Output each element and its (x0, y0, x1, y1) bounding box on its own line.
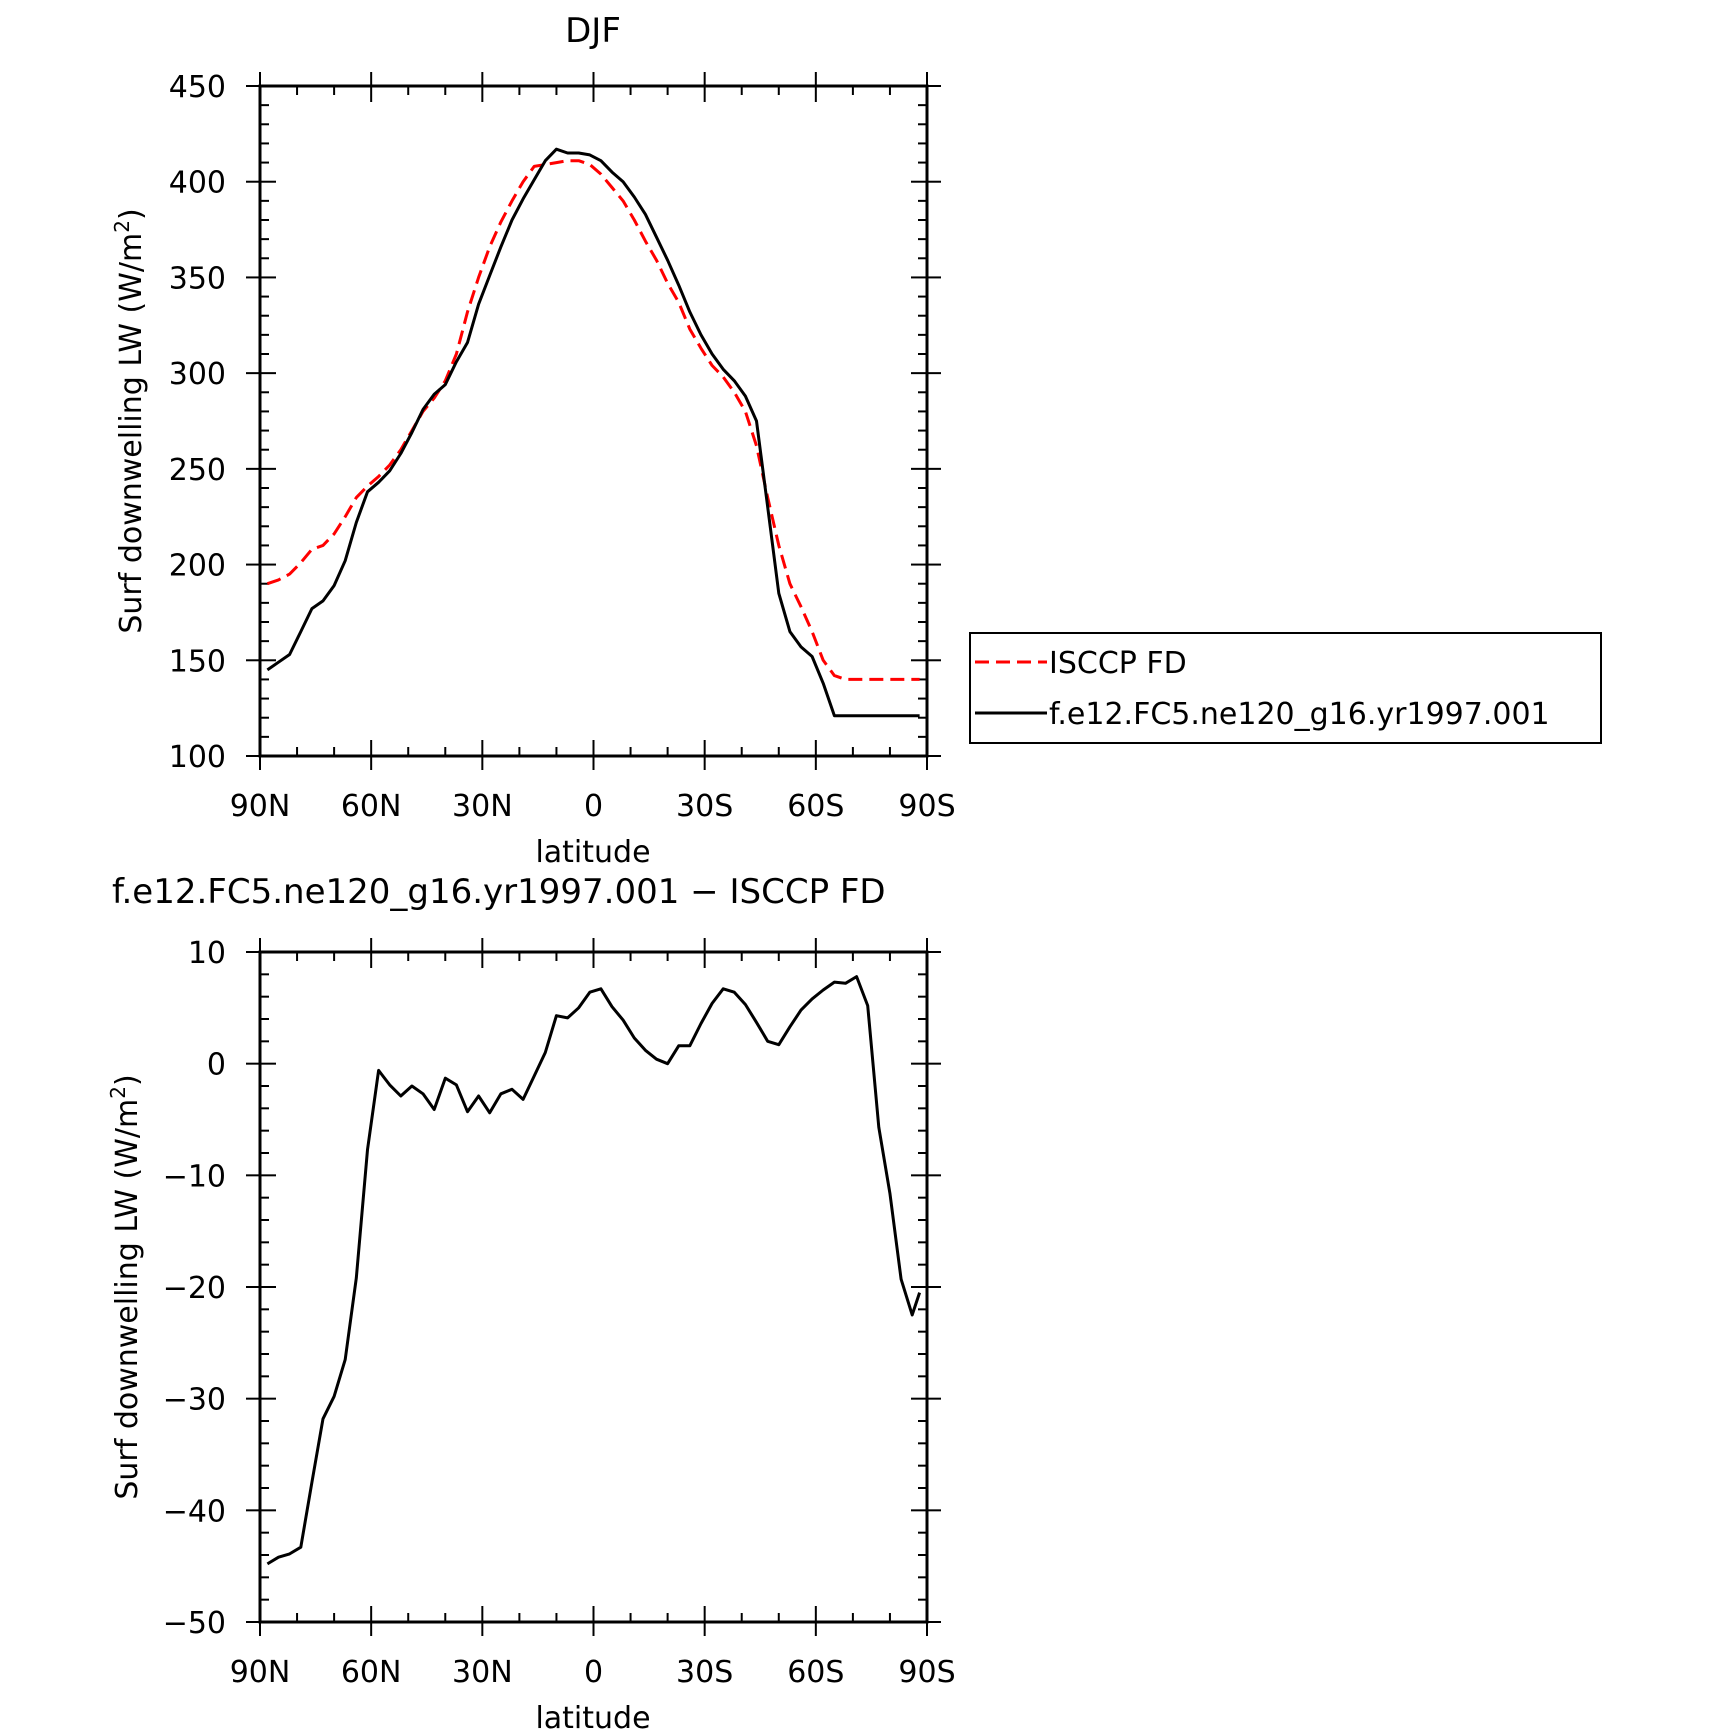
top-panel-y-tick-label: 100 (169, 740, 226, 775)
bottom-panel-y-tick-label: −20 (163, 1271, 226, 1306)
bottom-panel-x-tick-label: 0 (584, 1655, 603, 1690)
bottom-panel-y-tick-label: −10 (163, 1159, 226, 1194)
top-panel-y-tick-label: 350 (169, 261, 226, 296)
top-panel-y-tick-label: 400 (169, 166, 226, 201)
bottom-panel-title: f.e12.FC5.ne120_g16.yr1997.001 − ISCCP F… (112, 872, 886, 912)
top-panel-x-axis-label: latitude (535, 835, 650, 870)
top-panel-y-axis-label-main: Surf downwelling LW (W/m (114, 233, 149, 634)
bottom-panel-y-tick-label: 10 (188, 936, 226, 971)
bottom-panel-x-tick-label: 30S (676, 1655, 733, 1690)
bottom-panel-x-tick-label: 60N (341, 1655, 402, 1690)
bottom-panel: f.e12.FC5.ne120_g16.yr1997.001 − ISCCP F… (106, 872, 956, 1734)
legend: ISCCP FD f.e12.FC5.ne120_g16.yr1997.001 (969, 632, 1602, 744)
top-panel-x-tick-label: 0 (584, 789, 603, 824)
bottom-panel-x-tick-label: 90S (898, 1655, 955, 1690)
top-panel-y-axis-label-close: ) (114, 208, 149, 220)
top-panel-y-tick-label: 250 (169, 453, 226, 488)
top-panel-frame (258, 84, 929, 758)
bottom-panel-y-axis-label: Surf downwelling LW (W/m2) (106, 1074, 145, 1499)
top-panel-ticks (246, 72, 941, 770)
top-panel-x-tick-label: 30N (452, 789, 513, 824)
bottom-panel-frame (258, 950, 929, 1624)
bottom-panel-y-tick-label: −30 (163, 1383, 226, 1418)
top-panel-x-tick-label: 90S (898, 789, 955, 824)
bottom-panel-ticks (246, 938, 941, 1636)
top-panel-y-tick-labels: 100 150 200 250 300 350 400 450 (169, 70, 226, 775)
top-panel-y-axis-label: Surf downwelling LW (W/m2) (110, 208, 149, 633)
bottom-panel-y-axis-label-close: ) (110, 1074, 145, 1086)
bottom-panel-y-tick-label: 0 (207, 1048, 226, 1083)
top-panel-y-axis-label-superscript: 2 (110, 220, 134, 233)
top-panel-x-tick-label: 60S (787, 789, 844, 824)
legend-frame (969, 632, 1602, 744)
bottom-panel-series-line (266, 975, 922, 1566)
bottom-panel-x-tick-labels: 90N 60N 30N 0 30S 60S 90S (230, 1655, 956, 1690)
top-panel-x-tick-label: 30S (676, 789, 733, 824)
bottom-panel-x-tick-label: 90N (230, 1655, 291, 1690)
top-panel-y-tick-label: 300 (169, 357, 226, 392)
bottom-panel-y-tick-label: −40 (163, 1494, 226, 1529)
bottom-panel-y-tick-label: −50 (163, 1606, 226, 1641)
top-panel-x-tick-labels: 90N 60N 30N 0 30S 60S 90S (230, 789, 956, 824)
top-panel: DJF 100 150 200 250 300 350 400 450 90N 60N 30N 0 3… (110, 11, 956, 870)
top-panel-x-tick-label: 60N (341, 789, 402, 824)
bottom-panel-y-axis-label-main: Surf downwelling LW (W/m (110, 1099, 145, 1500)
top-panel-series (266, 147, 920, 718)
legend-label-model: f.e12.FC5.ne120_g16.yr1997.001 (1049, 697, 1550, 732)
legend-label-isccp: ISCCP FD (1049, 646, 1187, 681)
bottom-panel-x-axis-label: latitude (535, 1701, 650, 1734)
top-panel-y-tick-label: 200 (169, 549, 226, 584)
bottom-panel-y-tick-labels: 10 0 −10 −20 −30 −40 −50 (163, 936, 226, 1641)
top-panel-series-line-a (266, 159, 920, 681)
top-panel-y-tick-label: 450 (169, 70, 226, 105)
top-panel-title: DJF (565, 11, 621, 51)
bottom-panel-y-axis-label-superscript: 2 (106, 1086, 130, 1099)
bottom-panel-series (266, 975, 922, 1566)
top-panel-y-tick-label: 150 (169, 644, 226, 679)
bottom-panel-x-tick-label: 30N (452, 1655, 513, 1690)
bottom-panel-x-tick-label: 60S (787, 1655, 844, 1690)
top-panel-series-line-b (266, 147, 920, 718)
top-panel-x-tick-label: 90N (230, 789, 291, 824)
